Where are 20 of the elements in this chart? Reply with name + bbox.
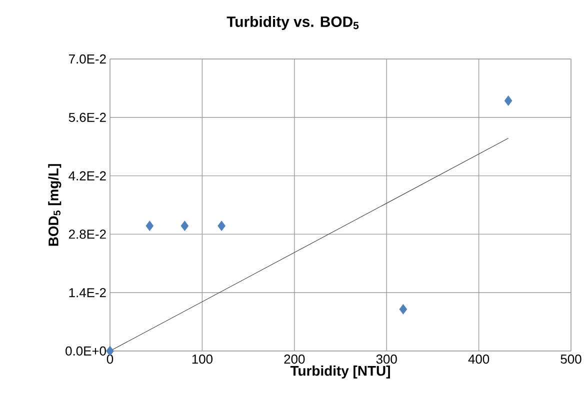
x-tick-label: 200 xyxy=(284,354,305,364)
x-tick-label: 400 xyxy=(468,354,490,364)
y-tick-label: 0.0E+0 xyxy=(66,346,106,356)
point xyxy=(504,96,512,106)
y-tick-label: 4.2E-2 xyxy=(68,171,106,180)
y-tick-label: 2.8E-2 xyxy=(68,230,106,239)
point xyxy=(180,220,189,232)
x-tick-label: 500 xyxy=(560,354,582,364)
point xyxy=(399,304,408,314)
y-tick-label: 5.6E-2 xyxy=(68,112,106,122)
y-tick-label: 1.4E-2 xyxy=(69,288,106,298)
x-tick-label: 100 xyxy=(192,354,212,364)
point xyxy=(218,220,226,232)
x-tick-label: 300 xyxy=(376,354,397,364)
chart-title: Turbidity vs. BOD$_{5}$ xyxy=(226,16,359,30)
x-axis-title: Turbidity [NTU] xyxy=(290,366,390,379)
x-tick-label: 0 xyxy=(106,354,114,364)
point xyxy=(146,220,154,232)
y-tick-label: 7.0E-2 xyxy=(68,54,106,64)
y-axis-title: BOD$_{5}$ [mg/L] xyxy=(48,164,62,246)
